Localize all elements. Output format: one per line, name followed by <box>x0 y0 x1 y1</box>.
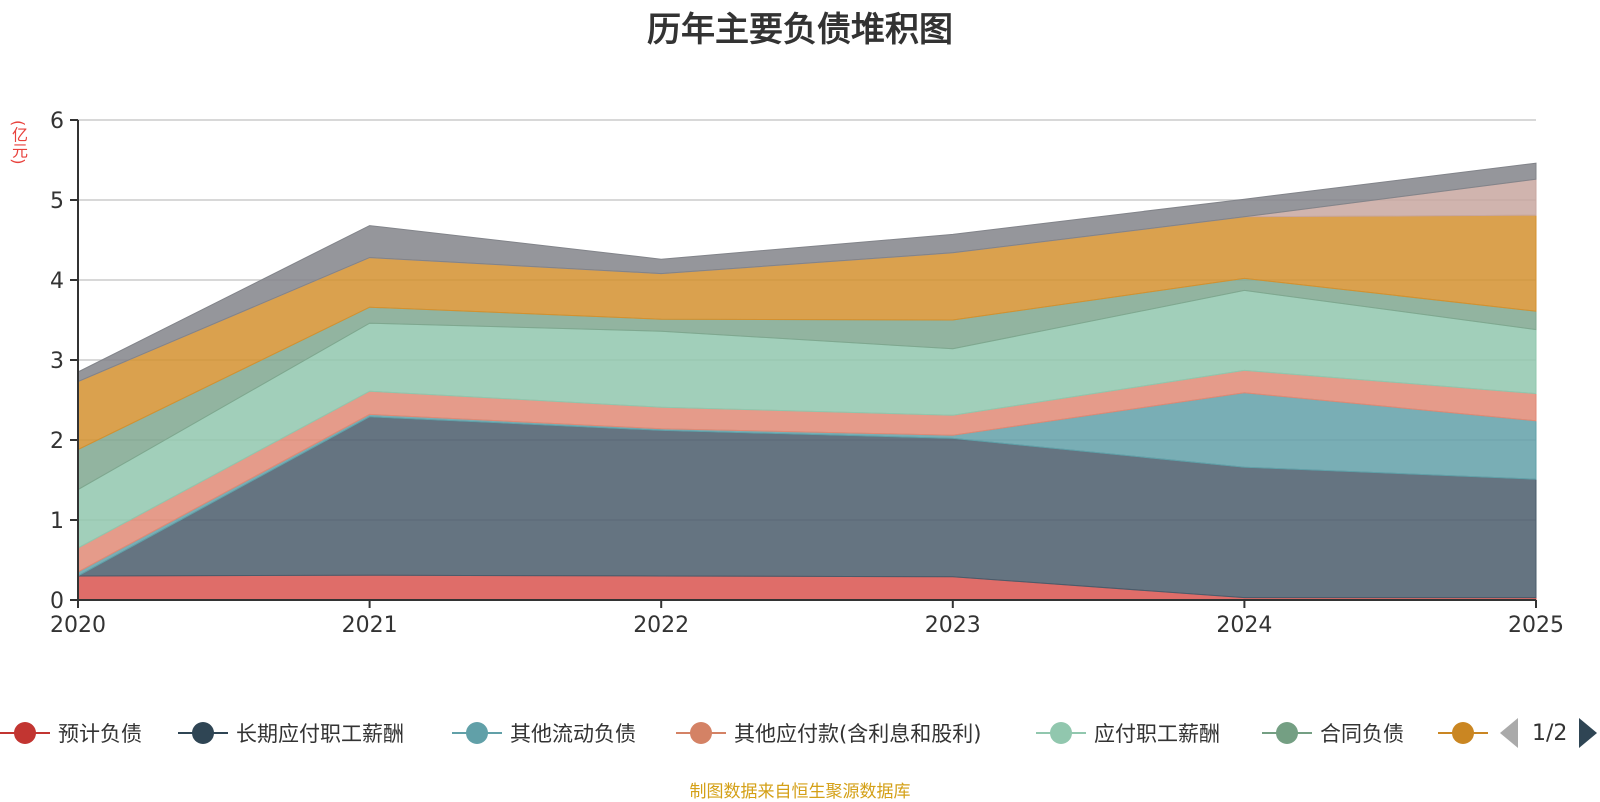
legend-item[interactable] <box>1438 713 1488 753</box>
legend-marker-icon <box>178 713 228 753</box>
legend-item[interactable]: 合同负债 <box>1262 713 1404 753</box>
legend-prev-page-icon[interactable] <box>1500 718 1518 748</box>
area-series <box>77 162 1537 601</box>
legend-item[interactable]: 其他流动负债 <box>452 713 636 753</box>
stacked-area-chart: 0 1 2 3 4 5 6 2020 2021 2022 2023 2024 2025 <box>50 109 1564 638</box>
legend: 预计负债 长期应付职工薪酬 其他流动负债 其他应付款(含利息和股利) 应付职工薪酬 合同负… <box>0 713 1600 753</box>
chart-title: 历年主要负债堆积图 <box>647 10 953 50</box>
y-tick-label: 0 <box>50 589 64 614</box>
legend-label: 长期应付职工薪酬 <box>236 722 404 746</box>
legend-marker-icon <box>0 713 50 753</box>
legend-item[interactable]: 预计负债 <box>0 713 142 753</box>
axes: 0 1 2 3 4 5 6 2020 2021 2022 2023 2024 2025 <box>50 109 1564 638</box>
x-tick-label: 2023 <box>925 613 981 638</box>
y-tick-label: 6 <box>50 109 64 134</box>
legend-item[interactable]: 其他应付款(含利息和股利) <box>676 713 981 753</box>
legend-label: 合同负债 <box>1320 722 1404 746</box>
legend-pager: 1/2 <box>1500 713 1598 753</box>
area-9[interactable] <box>77 162 1537 383</box>
legend-marker-icon <box>452 713 502 753</box>
x-tick-label: 2025 <box>1508 613 1564 638</box>
legend-label: 应付职工薪酬 <box>1094 722 1220 746</box>
y-tick-label: 3 <box>50 349 64 374</box>
legend-label: 其他流动负债 <box>510 722 636 746</box>
x-tick-label: 2024 <box>1216 613 1272 638</box>
legend-marker-icon <box>1438 713 1488 753</box>
y-axis-unit-label: (亿元) <box>9 120 28 165</box>
y-tick-label: 2 <box>50 429 64 454</box>
legend-marker-icon <box>1036 713 1086 753</box>
y-tick-label: 4 <box>50 269 64 294</box>
x-tick-label: 2020 <box>50 613 106 638</box>
legend-item[interactable]: 长期应付职工薪酬 <box>178 713 404 753</box>
data-source-footer: 制图数据来自恒生聚源数据库 <box>689 782 911 802</box>
legend-label: 预计负债 <box>58 722 142 746</box>
legend-next-page-icon[interactable] <box>1579 718 1598 748</box>
x-tick-label: 2022 <box>633 613 689 638</box>
legend-marker-icon <box>1262 713 1312 753</box>
y-tick-label: 1 <box>50 509 64 534</box>
legend-item[interactable]: 应付职工薪酬 <box>1036 713 1220 753</box>
legend-label: 其他应付款(含利息和股利) <box>734 722 982 746</box>
legend-page-indicator: 1/2 <box>1532 720 1568 746</box>
legend-marker-icon <box>676 713 726 753</box>
x-tick-label: 2021 <box>342 613 398 638</box>
y-tick-label: 5 <box>50 189 64 214</box>
